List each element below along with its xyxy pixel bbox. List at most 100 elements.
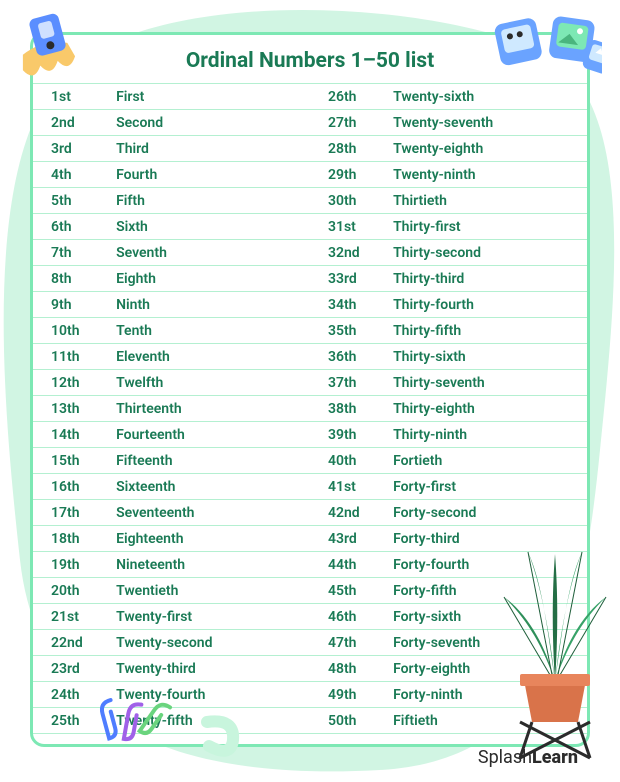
ordinal-word: Thirty-first [393, 214, 587, 240]
ordinal-word: Fifth [116, 188, 310, 214]
ordinal-short: 31st [310, 214, 393, 240]
table-row: 6thSixth31stThirty-first [33, 214, 587, 240]
ordinal-short: 17th [33, 500, 116, 526]
table-row: 14thFourteenth39thThirty-ninth [33, 422, 587, 448]
ordinal-short: 13th [33, 396, 116, 422]
ordinal-word: Forty-first [393, 474, 587, 500]
ordinal-word: Second [116, 110, 310, 136]
ordinal-word: Fifteenth [116, 448, 310, 474]
ordinal-word: Thirty-seventh [393, 370, 587, 396]
ordinal-short: 45th [310, 578, 393, 604]
ordinal-word: Twenty-first [116, 604, 310, 630]
table-row: 12thTwelfth37thThirty-seventh [33, 370, 587, 396]
brand-logo: SplashLearn [478, 747, 578, 768]
ordinal-word: Sixth [116, 214, 310, 240]
ordinal-short: 50th [310, 708, 393, 734]
ordinal-word: Eleventh [116, 344, 310, 370]
ordinal-word: Twenty-eighth [393, 136, 587, 162]
ordinal-short: 3rd [33, 136, 116, 162]
ordinal-short: 21st [33, 604, 116, 630]
ordinal-short: 37th [310, 370, 393, 396]
table-row: 13thThirteenth38thThirty-eighth [33, 396, 587, 422]
ordinal-word: Thirty-eighth [393, 396, 587, 422]
ordinal-word: Thirty-ninth [393, 422, 587, 448]
ordinal-word: Thirty-sixth [393, 344, 587, 370]
ordinal-word: Twelfth [116, 370, 310, 396]
plant-icon [490, 542, 620, 762]
ordinal-short: 28th [310, 136, 393, 162]
ordinal-short: 38th [310, 396, 393, 422]
ordinal-word: Sixteenth [116, 474, 310, 500]
table-row: 5thFifth30thThirtieth [33, 188, 587, 214]
ordinal-short: 32nd [310, 240, 393, 266]
table-row: 10thTenth35thThirty-fifth [33, 318, 587, 344]
ordinal-word: Seventh [116, 240, 310, 266]
ordinal-short: 15th [33, 448, 116, 474]
ordinal-short: 36th [310, 344, 393, 370]
ordinal-short: 33rd [310, 266, 393, 292]
ordinal-short: 40th [310, 448, 393, 474]
ordinal-word: Eighth [116, 266, 310, 292]
ordinal-short: 23rd [33, 656, 116, 682]
ordinal-short: 43rd [310, 526, 393, 552]
ordinal-word: Thirty-fifth [393, 318, 587, 344]
ordinal-word: Nineteenth [116, 552, 310, 578]
ordinal-short: 12th [33, 370, 116, 396]
ordinal-short: 5th [33, 188, 116, 214]
brand-bold: Learn [532, 747, 578, 768]
ordinal-word: Twenty-third [116, 656, 310, 682]
table-row: 4thFourth29thTwenty-ninth [33, 162, 587, 188]
ordinal-short: 42nd [310, 500, 393, 526]
ordinal-word: Forty-second [393, 500, 587, 526]
ordinal-word: Twenty-ninth [393, 162, 587, 188]
ordinal-word: Thirtieth [393, 188, 587, 214]
ordinal-short: 8th [33, 266, 116, 292]
ordinal-short: 20th [33, 578, 116, 604]
ordinal-word: Third [116, 136, 310, 162]
table-row: 7thSeventh32ndThirty-second [33, 240, 587, 266]
ordinal-short: 29th [310, 162, 393, 188]
ordinal-word: Eighteenth [116, 526, 310, 552]
table-row: 8thEighth33rdThirty-third [33, 266, 587, 292]
ordinal-short: 9th [33, 292, 116, 318]
table-row: 15thFifteenth40thFortieth [33, 448, 587, 474]
ordinal-word: First [116, 84, 310, 110]
ordinal-short: 48th [310, 656, 393, 682]
table-row: 3rdThird28thTwenty-eighth [33, 136, 587, 162]
squiggle-icon [195, 710, 245, 760]
ordinal-short: 44th [310, 552, 393, 578]
table-row: 1stFirst26thTwenty-sixth [33, 84, 587, 110]
ordinal-short: 6th [33, 214, 116, 240]
ordinal-short: 14th [33, 422, 116, 448]
table-row: 17thSeventeenth42ndForty-second [33, 500, 587, 526]
ordinal-word: Fortieth [393, 448, 587, 474]
paperclips-icon [90, 692, 180, 752]
brand-prefix: Splash [478, 747, 532, 768]
ordinal-word: Ninth [116, 292, 310, 318]
ordinal-word: Thirty-second [393, 240, 587, 266]
table-row: 9thNinth34thThirty-fourth [33, 292, 587, 318]
ordinal-word: Thirty-third [393, 266, 587, 292]
ordinal-word: Seventeenth [116, 500, 310, 526]
ordinal-short: 26th [310, 84, 393, 110]
ordinal-short: 27th [310, 110, 393, 136]
ordinal-short: 19th [33, 552, 116, 578]
ordinal-word: Tenth [116, 318, 310, 344]
ordinal-word: Thirty-fourth [393, 292, 587, 318]
ordinal-short: 10th [33, 318, 116, 344]
ordinal-short: 11th [33, 344, 116, 370]
ordinal-word: Twenty-second [116, 630, 310, 656]
ordinal-short: 39th [310, 422, 393, 448]
ordinal-short: 4th [33, 162, 116, 188]
photos-icon [492, 10, 602, 80]
ordinal-short: 7th [33, 240, 116, 266]
ordinal-short: 16th [33, 474, 116, 500]
ordinal-short: 49th [310, 682, 393, 708]
ordinal-short: 46th [310, 604, 393, 630]
ordinal-word: Twenty-sixth [393, 84, 587, 110]
ordinal-word: Thirteenth [116, 396, 310, 422]
ordinal-word: Twentieth [116, 578, 310, 604]
ordinal-short: 41st [310, 474, 393, 500]
ordinal-short: 35th [310, 318, 393, 344]
table-row: 2ndSecond27thTwenty-seventh [33, 110, 587, 136]
